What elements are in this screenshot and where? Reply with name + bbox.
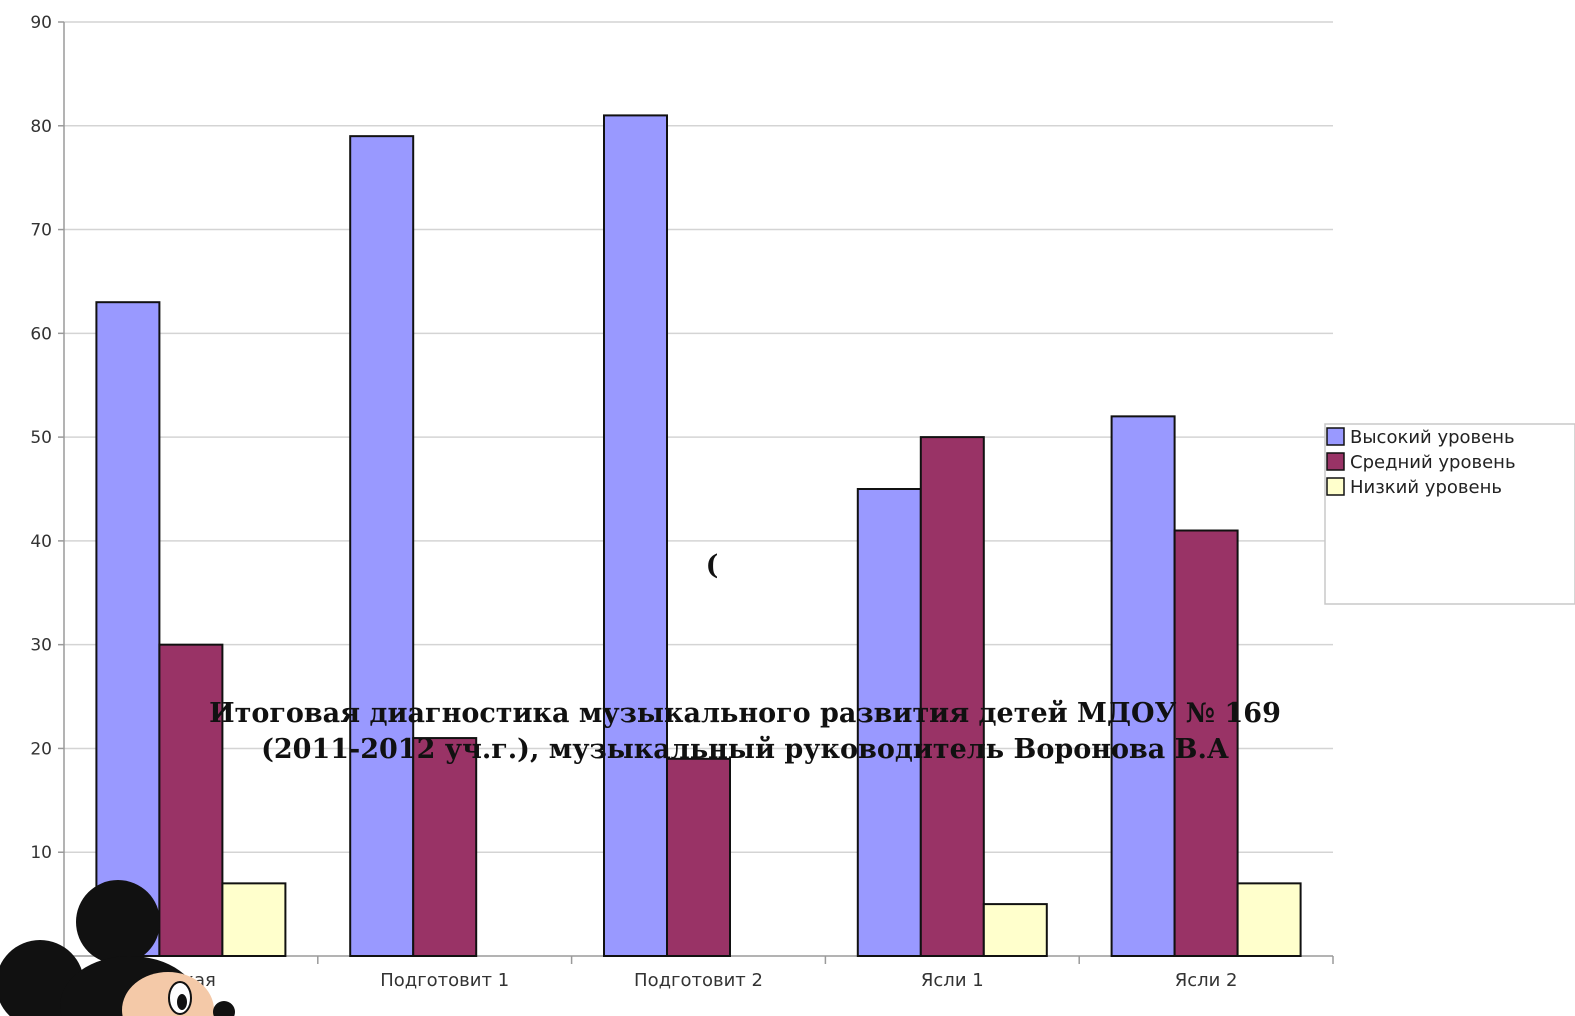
legend-box <box>1324 423 1575 605</box>
mickey-mouse-icon <box>0 880 235 1016</box>
y-tick-label: 40 <box>30 532 52 552</box>
y-tick-label: 70 <box>30 221 52 241</box>
x-category-label: Подготовит 2 <box>634 970 763 991</box>
legend-label: Высокий уровень <box>1350 427 1515 448</box>
x-category-label: Ясли 2 <box>1175 970 1238 991</box>
legend-swatch <box>1326 452 1345 471</box>
bar-2-1 <box>158 643 224 958</box>
y-tick-label: 90 <box>30 13 52 33</box>
legend-swatch <box>1326 477 1345 496</box>
bars <box>95 114 1302 958</box>
y-tick-label: 80 <box>30 117 52 137</box>
stray-parenthesis: ( <box>706 550 719 581</box>
legend-label: Низкий уровень <box>1350 477 1502 498</box>
bar-3-5 <box>1236 882 1302 957</box>
bar-2-4 <box>919 436 985 958</box>
bar-1-3 <box>603 114 668 957</box>
y-tick-label: 30 <box>30 636 52 656</box>
legend-swatch <box>1326 427 1345 446</box>
bar-2-2 <box>412 737 478 957</box>
legend: Высокий уровень Средний уровень Низкий уро… <box>1324 423 1575 605</box>
y-tick-label: 20 <box>30 739 52 759</box>
chart-title-line-1: Итоговая диагностика музыкального развит… <box>209 698 1281 729</box>
grid-lines <box>64 21 1333 853</box>
y-tick-label: 10 <box>30 843 52 863</box>
bar-2-5 <box>1173 529 1239 957</box>
bar-2-3 <box>666 757 731 957</box>
y-tick-label: 60 <box>30 324 52 344</box>
bar-3-4 <box>982 903 1048 957</box>
x-category-label: Ясли 1 <box>921 970 984 991</box>
x-category-label: Подготовит 1 <box>380 970 509 991</box>
bar-1-1 <box>95 301 161 957</box>
legend-label: Средний уровень <box>1350 452 1516 473</box>
bar-1-4 <box>856 488 922 957</box>
y-tick-label: 50 <box>30 428 52 448</box>
bar-1-5 <box>1110 415 1176 958</box>
bar-1-2 <box>349 135 415 957</box>
bar-3-1 <box>221 882 287 957</box>
y-axis-ticks: 10 20 30 40 50 60 70 80 90 <box>30 13 64 863</box>
chart-title-line-2: (2011-2012 уч.г.), музыкальный руководит… <box>261 734 1229 765</box>
